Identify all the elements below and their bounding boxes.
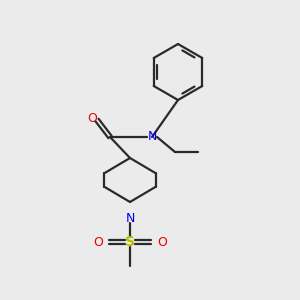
Text: O: O	[93, 236, 103, 248]
Text: S: S	[125, 235, 135, 249]
Text: O: O	[87, 112, 97, 124]
Text: N: N	[125, 212, 135, 224]
Text: O: O	[157, 236, 167, 248]
Text: N: N	[147, 130, 157, 143]
